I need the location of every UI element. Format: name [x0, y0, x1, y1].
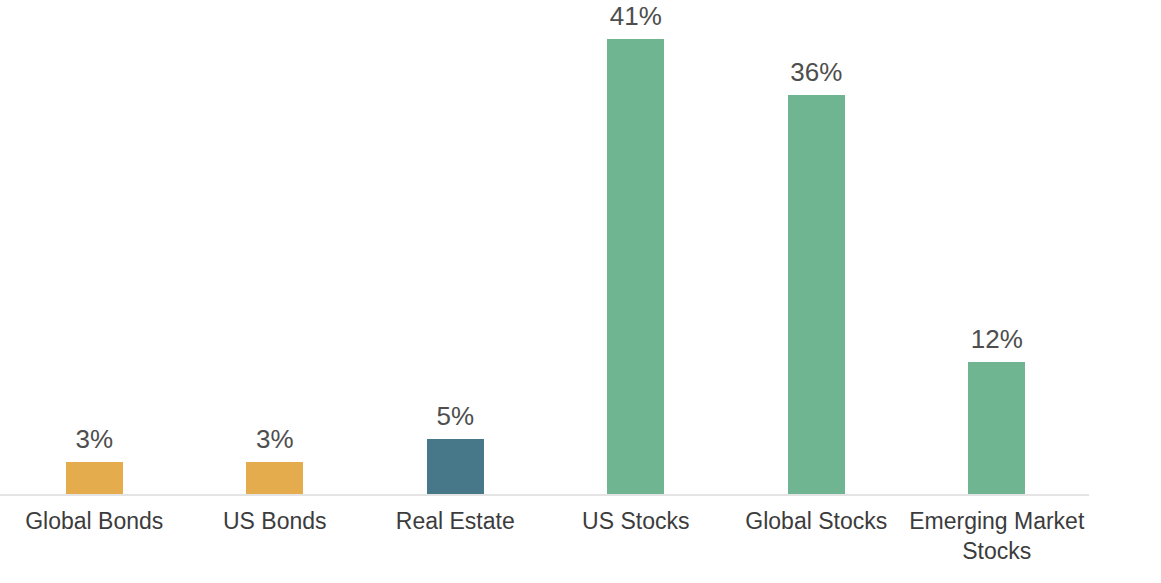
bar-us-stocks [607, 39, 664, 495]
bar-emerging-market-stocks [968, 362, 1025, 495]
bar-value-label-real-estate: 5% [436, 403, 474, 429]
category-label-us-stocks: US Stocks [546, 506, 727, 566]
category-label-emerging-market-stocks: Emerging Market Stocks [907, 506, 1088, 566]
plot-area: 3% 3% 5% 41% 36% 12% [4, 0, 1087, 495]
bar-group-us-bonds: 3% [185, 0, 366, 495]
bar-value-label-emerging-market-stocks: 12% [971, 326, 1023, 352]
bar-global-bonds [66, 462, 123, 495]
bar-value-label-us-bonds: 3% [256, 426, 294, 452]
bar-group-us-stocks: 41% [546, 0, 727, 495]
x-axis-line [0, 494, 1089, 496]
bar-group-real-estate: 5% [365, 0, 546, 495]
category-label-global-stocks: Global Stocks [726, 506, 907, 566]
bar-us-bonds [246, 462, 303, 495]
bar-value-label-global-stocks: 36% [790, 59, 842, 85]
category-label-real-estate: Real Estate [365, 506, 546, 566]
x-axis-labels: Global BondsUS BondsReal EstateUS Stocks… [4, 506, 1087, 566]
bar-value-label-us-stocks: 41% [610, 3, 662, 29]
category-label-global-bonds: Global Bonds [4, 506, 185, 566]
bar-group-global-stocks: 36% [726, 0, 907, 495]
category-label-us-bonds: US Bonds [185, 506, 366, 566]
bar-value-label-global-bonds: 3% [75, 426, 113, 452]
bar-group-global-bonds: 3% [4, 0, 185, 495]
bar-real-estate [427, 439, 484, 495]
bar-group-emerging-market-stocks: 12% [907, 0, 1088, 495]
bar-global-stocks [788, 95, 845, 495]
allocation-bar-chart: 3% 3% 5% 41% 36% 12% Global BondsUS BondsReal… [0, 0, 1161, 583]
